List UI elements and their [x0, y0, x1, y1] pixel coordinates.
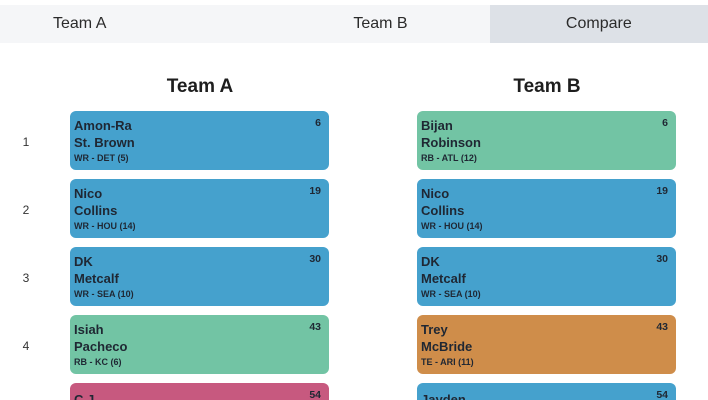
player-first-name: Bijan	[421, 118, 453, 133]
tab-team-a[interactable]: Team A	[53, 15, 107, 32]
team-b-pick-card[interactable]: Nico Collins WR - HOU (14) 19	[417, 179, 676, 238]
player-meta: RB - KC (6)	[74, 357, 122, 367]
pick-number: 19	[309, 185, 321, 197]
player-last-name: Pacheco	[74, 339, 128, 354]
tab-team-b[interactable]: Team B	[353, 15, 408, 32]
team-a-pick-card[interactable]: Amon-Ra St. Brown WR - DET (5) 6	[70, 111, 329, 170]
round-label: 3	[22, 271, 30, 285]
player-last-name: Robinson	[421, 135, 481, 150]
player-first-name: Nico	[74, 186, 103, 201]
player-first-name: Trey	[421, 322, 448, 337]
player-first-name: Isiah	[74, 322, 104, 337]
team-b-title: Team B	[513, 76, 581, 97]
tab-bar: Team A Team B Compare	[0, 5, 708, 43]
team-b-pick-card[interactable]: DK Metcalf WR - SEA (10) 30	[417, 247, 676, 306]
player-first-name: Jayden	[421, 392, 466, 400]
pick-number: 43	[309, 321, 321, 333]
player-first-name: C.J.	[74, 392, 98, 400]
player-meta: WR - DET (5)	[74, 153, 129, 163]
team-a-title: Team A	[166, 76, 234, 97]
player-meta: WR - SEA (10)	[74, 289, 134, 299]
team-a-pick-card[interactable]: Isiah Pacheco RB - KC (6) 43	[70, 315, 329, 374]
team-b-pick-card[interactable]: Trey McBride TE - ARI (11) 43	[417, 315, 676, 374]
player-last-name: Collins	[421, 203, 465, 218]
player-first-name: DK	[421, 254, 440, 269]
pick-number: 6	[662, 117, 668, 129]
pick-number: 19	[656, 185, 668, 197]
player-last-name: McBride	[421, 339, 473, 354]
team-a-pick-card[interactable]: Nico Collins WR - HOU (14) 19	[70, 179, 329, 238]
team-b-pick-card[interactable]: Bijan Robinson RB - ATL (12) 6	[417, 111, 676, 170]
player-meta: WR - HOU (14)	[74, 221, 136, 231]
pick-number: 54	[656, 389, 668, 400]
player-meta: WR - HOU (14)	[421, 221, 483, 231]
pick-number: 30	[309, 253, 321, 265]
pick-number: 43	[656, 321, 668, 333]
team-a-pick-card[interactable]: DK Metcalf WR - SEA (10) 30	[70, 247, 329, 306]
player-meta: TE - ARI (11)	[421, 357, 474, 367]
player-meta: WR - SEA (10)	[421, 289, 481, 299]
player-first-name: Nico	[421, 186, 450, 201]
pick-number: 30	[656, 253, 668, 265]
player-last-name: Metcalf	[421, 271, 466, 286]
round-label: 4	[22, 339, 30, 353]
player-first-name: Amon-Ra	[74, 118, 132, 133]
player-last-name: St. Brown	[74, 135, 135, 150]
player-meta: RB - ATL (12)	[421, 153, 477, 163]
team-a-pick-card[interactable]: C.J. 54	[70, 383, 329, 400]
team-b-pick-card[interactable]: Jayden 54	[417, 383, 676, 400]
player-last-name: Collins	[74, 203, 118, 218]
pick-number: 6	[315, 117, 321, 129]
player-last-name: Metcalf	[74, 271, 119, 286]
round-label: 1	[22, 135, 30, 149]
pick-number: 54	[309, 389, 321, 400]
player-first-name: DK	[74, 254, 93, 269]
tab-compare[interactable]: Compare	[489, 5, 708, 43]
round-label: 2	[22, 203, 30, 217]
